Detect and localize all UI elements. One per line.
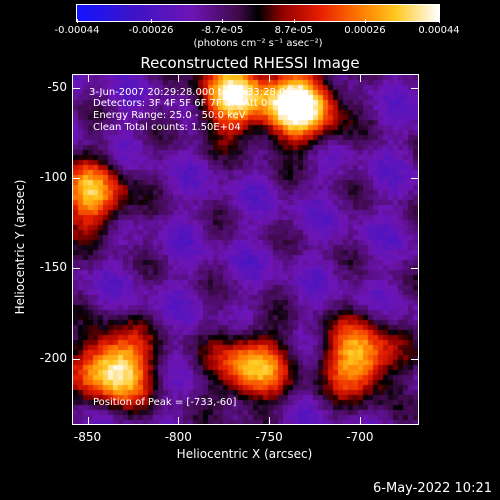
colorbar-tick (77, 19, 78, 23)
x-tick-label: -850 (73, 430, 102, 444)
x-tick (87, 417, 89, 424)
x-tick (359, 75, 361, 82)
colorbar-tick-label: -8.7e-05 (201, 25, 244, 36)
colorbar-tick-label: 8.7e-05 (274, 25, 313, 36)
y-tick-label: -100 (39, 170, 67, 185)
colorbar-tick (364, 19, 366, 23)
annotation-clean: Clean Total counts: 1.50E+04 (93, 122, 241, 133)
chart-title: Reconstructed RHESSI Image (140, 54, 360, 72)
annotation-peak: Position of Peak = [-733,-60] (93, 397, 237, 408)
colorbar-gradient (77, 5, 439, 21)
y-tick (73, 358, 80, 360)
heatmap-image (73, 75, 418, 424)
y-tick-label: -200 (39, 350, 67, 365)
x-tick (269, 417, 271, 424)
annotation-time: 3-Jun-2007 20:29:28.000 to 20:33:28.000 (89, 87, 299, 98)
colorbar-tick (293, 19, 295, 23)
colorbar-tick-label: -0.00044 (54, 25, 100, 36)
y-tick (73, 87, 80, 89)
colorbar-tick (222, 19, 224, 23)
x-tick (178, 417, 180, 424)
annotation-detectors: Detectors: 3F 4F 5F 6F 7F 8F, Att 0 (93, 98, 268, 109)
y-tick (411, 268, 418, 270)
y-tick-label: -50 (47, 79, 67, 94)
colorbar-tick-label: 0.00026 (344, 25, 386, 36)
y-tick (411, 87, 418, 89)
plot-area: 3-Jun-2007 20:29:28.000 to 20:33:28.000 … (72, 74, 419, 425)
colorbar (76, 4, 440, 22)
y-axis-label: Heliocentric Y (arcsec) (13, 179, 27, 315)
annotation-energy: Energy Range: 25.0 - 50.0 keV (93, 110, 246, 121)
footer-date: 6-May-2022 10:21 (373, 481, 492, 496)
colorbar-units: (photons cm⁻² s⁻¹ asec⁻²) (193, 38, 323, 49)
x-tick (359, 417, 361, 424)
x-tick (178, 75, 180, 82)
y-tick (411, 358, 418, 360)
x-axis-label: Heliocentric X (arcsec) (176, 447, 313, 461)
y-tick-label: -150 (39, 260, 67, 275)
x-tick (269, 75, 271, 82)
y-tick (411, 178, 418, 180)
colorbar-tick-label: 0.00044 (418, 25, 460, 36)
x-tick-label: -800 (164, 430, 192, 444)
colorbar-tick (151, 19, 153, 23)
x-tick-label: -700 (346, 430, 374, 444)
colorbar-tick (439, 19, 440, 23)
x-tick (87, 75, 89, 82)
x-tick-label: -750 (255, 430, 283, 444)
y-tick (73, 268, 80, 270)
colorbar-tick-label: -0.00026 (128, 25, 174, 36)
y-tick (73, 178, 80, 180)
